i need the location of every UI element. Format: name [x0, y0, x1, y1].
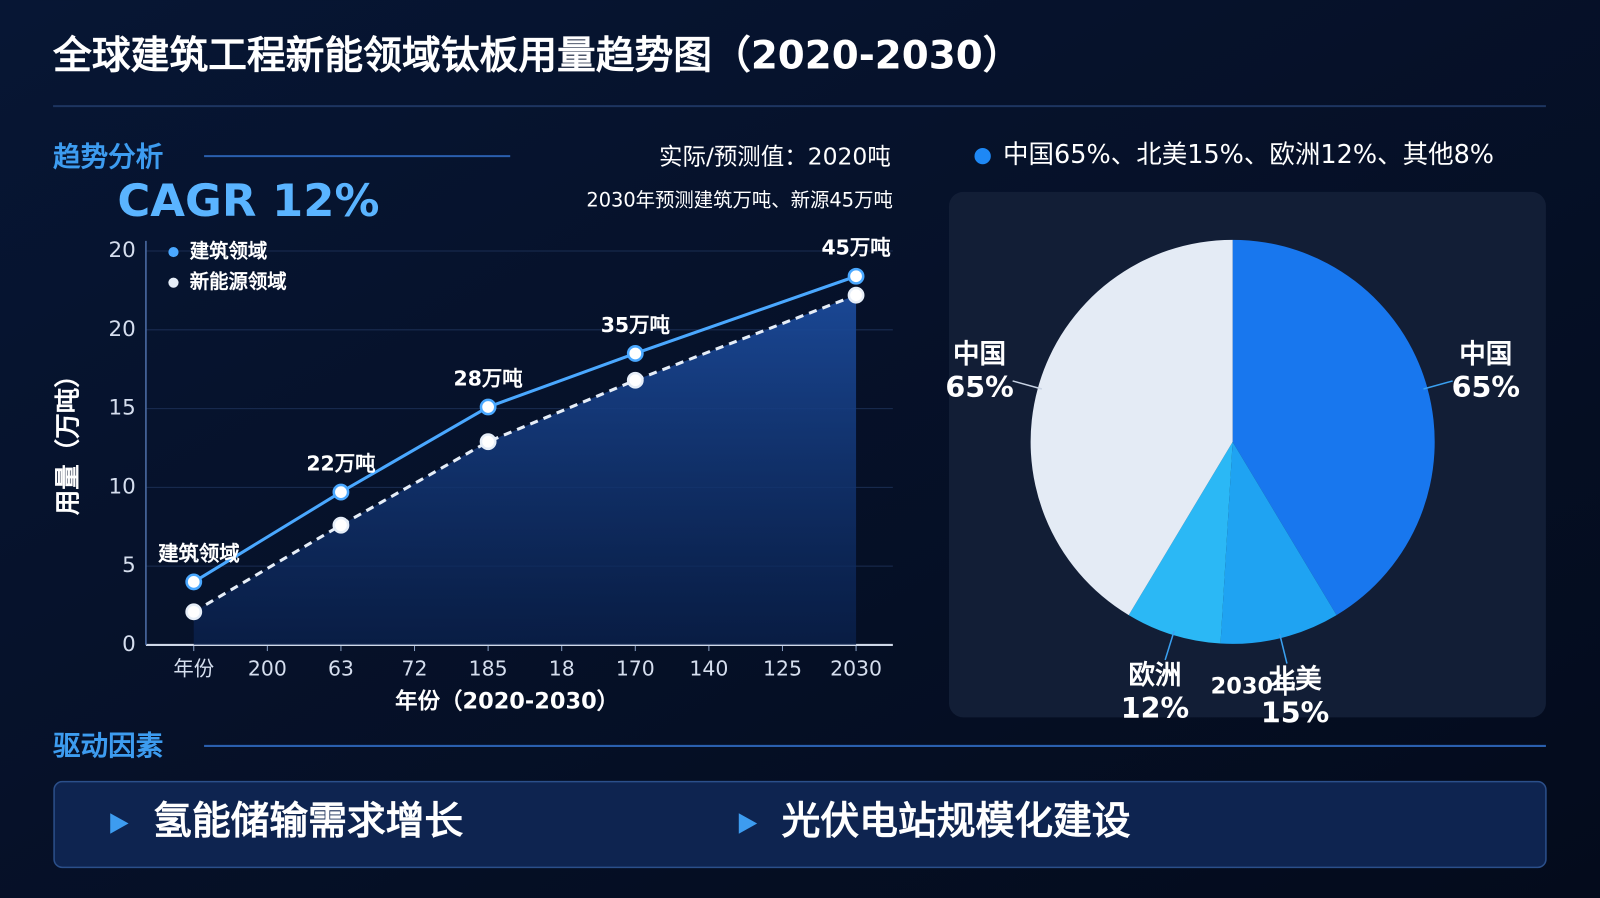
y-axis-label: 用量（万吨） [53, 362, 83, 515]
point [185, 573, 203, 591]
leader-line [1278, 633, 1288, 664]
note: 2030年预测建筑万吨、新源45万吨 [586, 189, 892, 212]
area [193, 295, 857, 645]
point [479, 398, 497, 416]
x-tick-label: 170 [616, 656, 655, 680]
section-heading: 驱动因素 [53, 730, 163, 762]
legend-dot [974, 147, 991, 165]
point [626, 371, 644, 389]
driver-item: 光伏电站规模化建设 [782, 799, 1131, 844]
x-tick-label: 125 [763, 656, 802, 680]
annotation: 建筑领域 [158, 541, 240, 565]
legend-label: 建筑领域 [190, 240, 268, 263]
pie-label: 北美 [1269, 664, 1323, 695]
legend-dot [168, 246, 179, 258]
pie-value-label: 65% [945, 370, 1013, 404]
pie-value-label: 12% [1121, 691, 1189, 725]
x-axis-label: 年份（2020-2030） [395, 688, 619, 715]
point [332, 516, 350, 534]
annotation: 28万吨 [454, 366, 524, 390]
annotation: 45万吨 [821, 236, 891, 260]
annotation: 35万吨 [601, 313, 671, 337]
pie-slice [1220, 441, 1337, 644]
x-tick-label: 63 [328, 656, 354, 680]
pie-slice [1232, 239, 1435, 616]
point [847, 267, 865, 285]
pie-slice [1030, 239, 1233, 616]
leader-line [1012, 380, 1043, 390]
point [185, 603, 203, 621]
cagr: CAGR 12% [117, 174, 379, 227]
x-tick-label: 2030 [830, 656, 882, 680]
point [332, 483, 350, 501]
x-tick-label: 18 [549, 656, 575, 680]
legend-dot [168, 277, 179, 288]
pie-label: 中国 [1459, 339, 1512, 370]
note: 实际/预测值：2020吨 [659, 143, 891, 171]
y-tick-label: 10 [108, 474, 135, 499]
bullet [110, 813, 129, 834]
x-tick-label: 140 [689, 656, 728, 680]
driver-item: 氢能储输需求增长 [153, 799, 463, 844]
y-tick-label: 20 [108, 317, 135, 342]
leader-line [1164, 630, 1175, 661]
pie-value-label: 15% [1261, 695, 1329, 729]
pie-slice [1128, 441, 1233, 644]
y-tick-label: 0 [122, 632, 136, 657]
y-tick-label: 20 [108, 238, 135, 263]
x-tick-label: 200 [248, 656, 287, 680]
drivers-box [53, 780, 1547, 869]
x-tick-label: 年份 [173, 656, 214, 680]
line [192, 293, 857, 614]
y-tick-label: 5 [122, 553, 136, 578]
page-title: 全球建筑工程新能领域钛板用量趋势图（2020-2030） [52, 34, 1021, 79]
pie-caption: 2030年 [1211, 672, 1296, 699]
pie-label: 中国 [953, 339, 1006, 370]
bullet [738, 813, 758, 834]
pie-label: 欧洲 [1128, 660, 1181, 691]
x-tick-label: 185 [469, 656, 508, 680]
y-tick-label: 15 [108, 396, 135, 421]
leader-line [1423, 380, 1453, 390]
point [479, 433, 497, 451]
section-heading: 趋势分析 [53, 141, 163, 173]
annotation: 22万吨 [306, 452, 376, 476]
legend-label: 新能源领域 [190, 270, 287, 293]
pie-value-label: 65% [1452, 370, 1520, 404]
legend-text: 中国65%、北美15%、欧洲12%、其他8% [1003, 140, 1494, 170]
x-tick-label: 72 [402, 656, 428, 680]
point [626, 345, 644, 362]
point [847, 286, 865, 304]
